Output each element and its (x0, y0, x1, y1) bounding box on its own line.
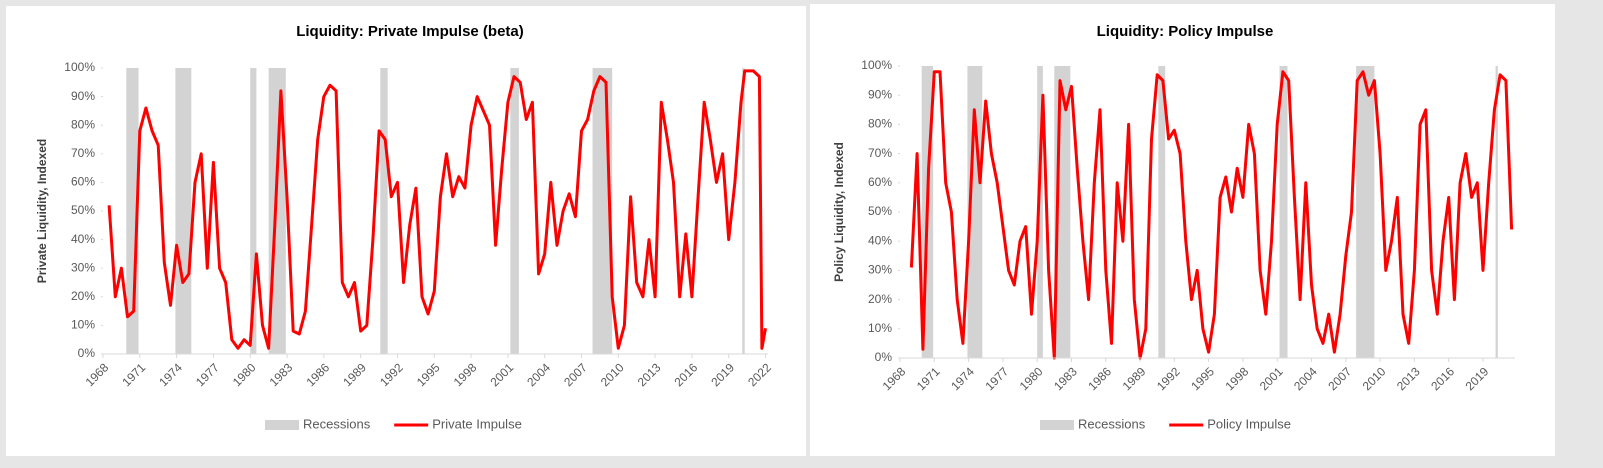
legend-label: Private Impulse (432, 416, 522, 431)
y-tick-label: 20% (71, 289, 95, 303)
y-tick-label: 100% (861, 58, 892, 72)
recession-band (380, 68, 388, 354)
y-tick-label: 90% (868, 87, 892, 101)
y-tick-label: 80% (71, 117, 95, 131)
y-tick-label: 40% (868, 233, 892, 247)
chart-title: Liquidity: Policy Impulse (1097, 23, 1274, 40)
chart-title: Liquidity: Private Impulse (beta) (296, 23, 524, 40)
recession-band (1037, 66, 1043, 358)
y-tick-label: 50% (868, 204, 892, 218)
panel (6, 6, 806, 456)
recession-band (742, 68, 745, 354)
legend-label: Recessions (303, 416, 371, 431)
recession-band (510, 68, 519, 354)
y-axis-label: Policy Liquidity, Indexed (832, 142, 846, 282)
recession-band (1356, 66, 1375, 358)
y-tick-label: 10% (868, 321, 892, 335)
y-tick-label: 30% (71, 260, 95, 274)
y-tick-label: 90% (71, 89, 95, 103)
recession-band (967, 66, 983, 358)
y-tick-label: 20% (868, 292, 892, 306)
y-tick-label: 70% (868, 146, 892, 160)
legend-swatch (1040, 420, 1074, 430)
recession-band (1495, 66, 1498, 358)
y-tick-label: 60% (71, 175, 95, 189)
y-tick-label: 0% (78, 346, 96, 360)
legend-label: Policy Impulse (1207, 416, 1291, 431)
y-tick-label: 0% (875, 350, 893, 364)
legend-swatch (265, 420, 299, 430)
y-axis-label: Private Liquidity, Indexed (35, 139, 49, 283)
y-tick-label: 60% (868, 175, 892, 189)
y-tick-label: 30% (868, 263, 892, 277)
recession-band (1158, 66, 1166, 358)
y-tick-label: 100% (64, 60, 95, 74)
impulse-line (107, 69, 767, 350)
y-tick-label: 70% (71, 146, 95, 160)
legend-label: Recessions (1078, 416, 1146, 431)
y-tick-label: 50% (71, 203, 95, 217)
y-tick-label: 40% (71, 232, 95, 246)
y-tick-label: 10% (71, 318, 95, 332)
impulse-line (909, 70, 1514, 360)
recession-band (250, 68, 257, 354)
recession-band (175, 68, 192, 354)
recession-band (1279, 66, 1288, 358)
y-tick-label: 80% (868, 117, 892, 131)
